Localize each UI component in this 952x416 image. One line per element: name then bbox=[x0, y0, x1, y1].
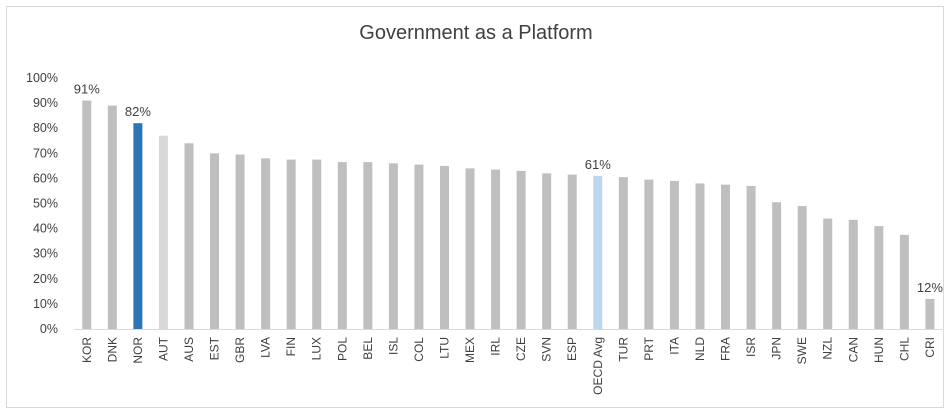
data-label: 12% bbox=[917, 280, 943, 295]
x-tick-label: COL bbox=[412, 337, 426, 362]
x-tick-label: PRT bbox=[642, 336, 656, 360]
x-tick-label: AUS bbox=[182, 337, 196, 362]
y-tick-label: 20% bbox=[33, 272, 58, 286]
bar-hun bbox=[874, 226, 884, 329]
x-tick-label: CRI bbox=[923, 337, 937, 358]
bar-fra bbox=[721, 184, 731, 329]
x-tick-label: CAN bbox=[846, 337, 860, 362]
x-tick-label: DNK bbox=[105, 337, 119, 362]
bar-pol bbox=[337, 162, 347, 329]
x-tick-label: BEL bbox=[361, 337, 375, 360]
bar-aut bbox=[158, 135, 168, 329]
x-tick-label: POL bbox=[335, 337, 349, 361]
bar-esp bbox=[567, 174, 577, 329]
x-tick-label: FIN bbox=[284, 337, 298, 356]
y-axis: 0% 10% 20% 30% 40% 50% 60% 70% 80% 90% 100% bbox=[26, 71, 58, 336]
bar-kor bbox=[82, 100, 92, 329]
x-tick-label: ISL bbox=[386, 337, 400, 355]
x-tick-label: EST bbox=[208, 336, 222, 360]
x-tick-label: ESP bbox=[565, 337, 579, 361]
bar-swe bbox=[797, 206, 807, 329]
bar-tur bbox=[618, 177, 628, 329]
x-axis: KOR DNK NOR AUT AUS EST GBR LVA FIN LUX POL BEL ISL C… bbox=[74, 329, 943, 395]
x-tick-label: MEX bbox=[463, 337, 477, 363]
bar-cri bbox=[925, 298, 935, 329]
data-label: 61% bbox=[585, 157, 611, 172]
x-tick-label: LTU bbox=[437, 337, 451, 359]
bar-can bbox=[848, 219, 858, 329]
x-tick-label: ITA bbox=[667, 337, 681, 355]
bar-prt bbox=[644, 179, 654, 329]
bar-mex bbox=[465, 168, 475, 329]
bar-nor bbox=[133, 123, 143, 330]
bar-chl bbox=[899, 234, 909, 329]
data-label: 91% bbox=[74, 82, 100, 97]
bars bbox=[82, 100, 935, 330]
bar-oecd-avg bbox=[593, 175, 603, 329]
x-tick-label: KOR bbox=[80, 337, 94, 363]
x-tick-label: NOR bbox=[131, 337, 145, 364]
bar-jpn bbox=[772, 202, 782, 329]
chart-title: Government as a Platform bbox=[359, 22, 593, 44]
bar-lva bbox=[261, 158, 271, 329]
bar-fin bbox=[286, 159, 296, 329]
x-tick-label: LVA bbox=[259, 337, 273, 358]
bar-nld bbox=[695, 183, 705, 329]
bar-irl bbox=[491, 169, 501, 329]
bar-svn bbox=[542, 173, 552, 329]
bar-nzl bbox=[823, 218, 833, 329]
data-labels: 91% 82% 61% 12% bbox=[74, 82, 944, 295]
bar-ita bbox=[669, 180, 679, 329]
y-tick-label: 40% bbox=[33, 222, 58, 236]
x-tick-label: LUX bbox=[310, 337, 324, 360]
bar-cze bbox=[516, 170, 526, 329]
x-tick-label: CZE bbox=[514, 337, 528, 361]
data-label: 82% bbox=[125, 104, 151, 119]
x-tick-label: JPN bbox=[770, 337, 784, 360]
x-tick-label: NZL bbox=[821, 337, 835, 360]
bar-ltu bbox=[439, 165, 449, 329]
bar-isr bbox=[746, 185, 756, 329]
x-tick-label: AUT bbox=[156, 336, 170, 361]
y-tick-label: 50% bbox=[33, 197, 58, 211]
x-tick-label: ISR bbox=[744, 337, 758, 357]
y-tick-label: 80% bbox=[33, 121, 58, 135]
x-tick-label: SWE bbox=[795, 337, 809, 364]
y-tick-label: 0% bbox=[40, 322, 58, 336]
x-tick-label: IRL bbox=[489, 337, 503, 356]
y-tick-label: 70% bbox=[33, 146, 58, 160]
x-tick-label: NLD bbox=[693, 337, 707, 361]
y-tick-label: 100% bbox=[26, 71, 58, 85]
y-tick-label: 60% bbox=[33, 171, 58, 185]
bar-lux bbox=[312, 159, 322, 329]
x-tick-label: CHL bbox=[897, 337, 911, 361]
x-tick-label: HUN bbox=[872, 337, 886, 363]
y-tick-label: 90% bbox=[33, 96, 58, 110]
x-tick-label: GBR bbox=[233, 337, 247, 363]
bar-col bbox=[414, 164, 424, 329]
bar-aus bbox=[184, 143, 194, 329]
bar-dnk bbox=[107, 105, 117, 329]
x-tick-label: SVN bbox=[540, 337, 554, 362]
bar-est bbox=[210, 153, 220, 329]
x-tick-label: FRA bbox=[719, 337, 733, 361]
x-tick-label: TUR bbox=[616, 337, 630, 362]
x-tick-label: OECD Avg bbox=[591, 337, 605, 395]
bar-isl bbox=[388, 163, 398, 329]
y-tick-label: 30% bbox=[33, 247, 58, 261]
y-tick-label: 10% bbox=[33, 297, 58, 311]
bar-bel bbox=[363, 162, 373, 329]
bar-gbr bbox=[235, 154, 245, 329]
